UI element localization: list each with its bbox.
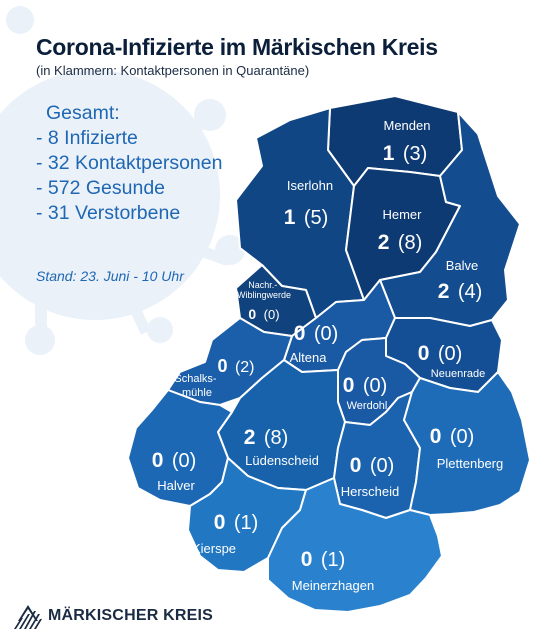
district-name: Hemer (382, 207, 422, 222)
district-shape-plettenberg[interactable] (403, 371, 531, 516)
infected-value: 2 (378, 231, 390, 254)
district-name: Plettenberg (437, 456, 504, 471)
totals-recovered: - 572 Gesunde (36, 177, 166, 199)
district-neuenrade: 0 (0) Neuenrade (418, 342, 486, 380)
district-shape-meinerzhagen[interactable] (267, 477, 443, 613)
contacts-value: (0) (438, 343, 462, 365)
district-name: Menden (384, 118, 431, 133)
contacts-value: (8) (398, 232, 422, 254)
district-name: Lüdenscheid (245, 453, 319, 468)
district-count: 0 (0) (343, 374, 388, 397)
infected-value: 0 (214, 511, 226, 534)
district-count: 1 (5) (284, 206, 329, 229)
district-luedenscheid: 2 (8) Lüdenscheid (244, 426, 319, 468)
district-name-line: mühle (182, 387, 212, 399)
district-emblem-icon (14, 605, 42, 629)
district-name: Iserlohn (287, 178, 333, 193)
district-plettenberg: 0 (0) Plettenberg (430, 425, 504, 471)
contacts-value: (0) (264, 307, 280, 322)
infected-value: 0 (301, 548, 313, 571)
infected-value: 0 (350, 454, 362, 477)
infected-value: 0 (217, 356, 227, 376)
district-name: Halver (157, 478, 195, 493)
district-balve: Balve 2 (4) (438, 258, 483, 303)
district-werdohl: 0 (0) Werdohl (343, 374, 388, 412)
district-count: 0 (0) (430, 425, 475, 448)
contacts-value: (0) (172, 450, 196, 472)
infected-value: 1 (383, 142, 395, 165)
district-name-line: Wiblingwerde (237, 290, 291, 300)
contacts-value: (3) (403, 143, 427, 165)
district-name-line: Schalks- (174, 373, 217, 385)
district-nachrodt: Nachr.- Wiblingwerde 0 (0) (237, 280, 291, 323)
contacts-value: (8) (264, 427, 288, 449)
contacts-value: (0) (314, 323, 338, 345)
maerkischer-kreis-logo: MÄRKISCHER KREIS (14, 603, 213, 629)
contacts-value: (0) (370, 455, 394, 477)
district-name: Kierspe (192, 541, 236, 556)
contacts-value: (1) (234, 512, 258, 534)
district-meinerzhagen: 0 (1) Meinerzhagen (292, 548, 374, 593)
district-menden: Menden 1 (3) (383, 118, 431, 165)
district-count: 2 (8) (244, 426, 289, 449)
status-timestamp: Stand: 23. Juni - 10 Uhr (36, 268, 184, 284)
district-schalksmuehle: 0 (2) Schalks- mühle (174, 356, 254, 399)
page-title: Corona-Infizierte im Märkischen Kreis (36, 34, 438, 60)
district-name: Schalks- mühle (174, 373, 219, 399)
infected-value: 0 (430, 425, 442, 448)
district-count: 0 (1) (301, 548, 346, 571)
logo-text: MÄRKISCHER KREIS (48, 607, 213, 624)
district-count: 0 (0) (152, 449, 197, 472)
district-count: 0 (1) (214, 511, 259, 534)
district-count: 2 (8) (378, 231, 423, 254)
district-count: 0 (0) (294, 322, 339, 345)
infected-value: 2 (438, 280, 450, 303)
district-kierspe: 0 (1) Kierspe (192, 511, 258, 556)
district-count: 0 (2) (217, 356, 254, 376)
contacts-value: (4) (458, 281, 482, 303)
district-name: Altena (290, 350, 328, 365)
infected-value: 0 (294, 322, 306, 345)
contacts-value: (0) (450, 426, 474, 448)
district-name: Werdohl (347, 400, 388, 412)
district-count: 0 (0) (350, 454, 395, 477)
infected-value: 1 (284, 206, 296, 229)
contacts-value: (2) (235, 359, 255, 376)
infected-value: 2 (244, 426, 256, 449)
district-count: 0 (0) (248, 306, 279, 323)
totals-heading: Gesamt: (46, 102, 120, 124)
district-name: Neuenrade (431, 368, 485, 380)
district-count: 2 (4) (438, 280, 483, 303)
district-name: Nachr.- Wiblingwerde (237, 280, 291, 300)
infected-value: 0 (343, 374, 355, 397)
infected-value: 0 (152, 449, 164, 472)
district-herscheid: 0 (0) Herscheid (341, 454, 400, 499)
infected-value: 0 (248, 306, 256, 322)
district-name: Meinerzhagen (292, 578, 374, 593)
district-name: Herscheid (341, 484, 400, 499)
district-name-line: Nachr.- (248, 280, 277, 290)
contacts-value: (0) (363, 375, 387, 397)
district-halver: 0 (0) Halver (152, 449, 197, 493)
district-count: 0 (0) (418, 342, 463, 365)
totals-deceased: - 31 Verstorbene (36, 202, 181, 224)
page-subtitle: (in Klammern: Kontaktpersonen in Quarant… (36, 63, 310, 78)
totals-box: Gesamt: - 8 Infizierte - 32 Kontaktperso… (36, 101, 222, 226)
contacts-value: (1) (321, 549, 345, 571)
contacts-value: (5) (304, 207, 328, 229)
totals-infected: - 8 Infizierte (36, 127, 138, 149)
district-iserlohn: Iserlohn 1 (5) (284, 178, 333, 229)
district-altena: 0 (0) Altena (290, 322, 339, 365)
infected-value: 0 (418, 342, 430, 365)
district-name: Balve (446, 258, 479, 273)
district-count: 1 (3) (383, 142, 428, 165)
totals-contacts: - 32 Kontaktpersonen (36, 152, 223, 174)
district-hemer: Hemer 2 (8) (378, 207, 423, 254)
